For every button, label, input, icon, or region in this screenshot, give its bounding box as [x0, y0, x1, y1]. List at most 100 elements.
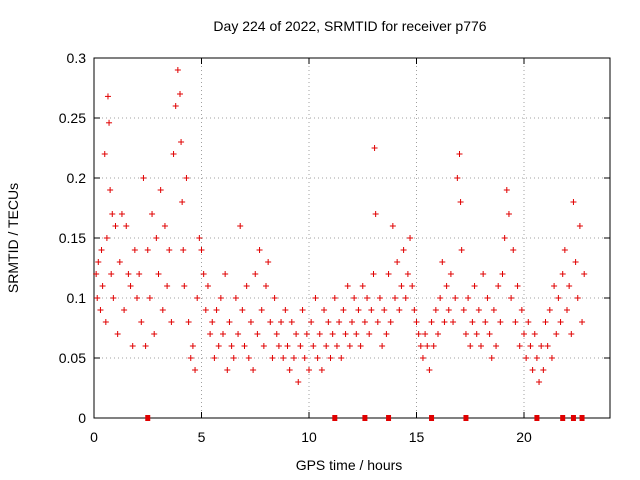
data-point [473, 331, 480, 337]
zero-value-marker [386, 415, 392, 421]
data-point [250, 367, 257, 373]
data-point [361, 319, 368, 325]
data-point [484, 295, 491, 301]
data-point [112, 223, 119, 229]
data-point [102, 319, 109, 325]
data-point [413, 319, 420, 325]
data-point [454, 175, 461, 181]
data-point [275, 343, 282, 349]
data-point [204, 283, 211, 289]
data-point [230, 355, 237, 361]
data-point [512, 319, 519, 325]
data-point [490, 307, 497, 313]
data-point [394, 259, 401, 265]
data-point [237, 223, 244, 229]
data-point [497, 319, 504, 325]
data-point [94, 295, 101, 301]
data-point [192, 367, 199, 373]
data-point [400, 247, 407, 253]
y-tick-label: 0 [78, 410, 86, 426]
data-point [164, 283, 171, 289]
data-point [387, 319, 394, 325]
data-point [379, 343, 386, 349]
data-point [161, 223, 168, 229]
data-point [258, 307, 265, 313]
data-point [118, 211, 125, 217]
data-point [353, 331, 360, 337]
data-point [568, 331, 575, 337]
data-point [168, 319, 175, 325]
data-point [424, 343, 431, 349]
data-point [157, 187, 164, 193]
zero-value-marker [145, 415, 151, 421]
data-point [106, 119, 113, 126]
data-point [531, 331, 538, 337]
y-tick-label: 0.1 [67, 290, 87, 306]
data-point [235, 331, 242, 337]
data-point [374, 319, 381, 325]
data-point [368, 307, 375, 313]
y-tick-label: 0.25 [59, 110, 86, 126]
data-point [260, 343, 267, 349]
zero-value-marker [560, 415, 566, 421]
zero-value-marker [362, 415, 368, 421]
data-point [282, 307, 289, 313]
data-point [501, 235, 508, 241]
data-point [107, 187, 114, 193]
data-point [505, 211, 512, 217]
data-point [359, 283, 366, 289]
data-point [263, 283, 269, 289]
data-point [443, 283, 450, 289]
data-point [364, 295, 371, 301]
data-point [116, 259, 123, 265]
data-point [217, 295, 224, 301]
data-point [155, 271, 162, 277]
data-point [478, 343, 484, 349]
data-point [131, 247, 138, 253]
data-point [134, 295, 140, 301]
data-point [299, 307, 306, 313]
data-point [475, 307, 482, 313]
data-point [561, 247, 568, 253]
data-point [533, 355, 540, 361]
data-point [430, 343, 437, 349]
data-point [136, 271, 143, 277]
data-point [331, 295, 338, 301]
data-point [357, 343, 364, 349]
zero-value-marker [579, 415, 585, 421]
data-point [123, 223, 130, 229]
data-point [101, 151, 108, 157]
data-point [189, 343, 196, 349]
data-point [417, 343, 424, 349]
data-point [185, 319, 192, 325]
data-point [183, 175, 190, 181]
zero-value-marker [463, 415, 469, 421]
data-point [314, 355, 321, 361]
data-point [151, 331, 158, 337]
data-point [269, 355, 276, 361]
data-point [286, 367, 293, 373]
data-point [174, 67, 181, 73]
data-point [581, 271, 588, 277]
data-point [540, 367, 547, 373]
data-point [110, 295, 117, 301]
data-point [153, 235, 160, 241]
data-point [465, 295, 472, 301]
data-point [215, 343, 222, 349]
data-point [570, 199, 577, 205]
data-point [471, 283, 478, 289]
data-point [108, 271, 115, 277]
data-point [310, 343, 317, 349]
data-point [273, 331, 280, 337]
data-point [456, 151, 463, 157]
data-point [220, 331, 226, 337]
data-point [510, 247, 517, 253]
data-point [178, 139, 185, 145]
data-point [521, 331, 527, 337]
zero-value-marker [332, 415, 338, 421]
data-points [93, 67, 588, 421]
data-point [544, 343, 551, 349]
grid-lines [94, 58, 610, 418]
data-point [159, 307, 166, 313]
data-point [351, 295, 358, 301]
